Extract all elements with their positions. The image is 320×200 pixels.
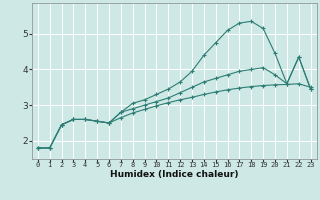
X-axis label: Humidex (Indice chaleur): Humidex (Indice chaleur) (110, 170, 238, 179)
